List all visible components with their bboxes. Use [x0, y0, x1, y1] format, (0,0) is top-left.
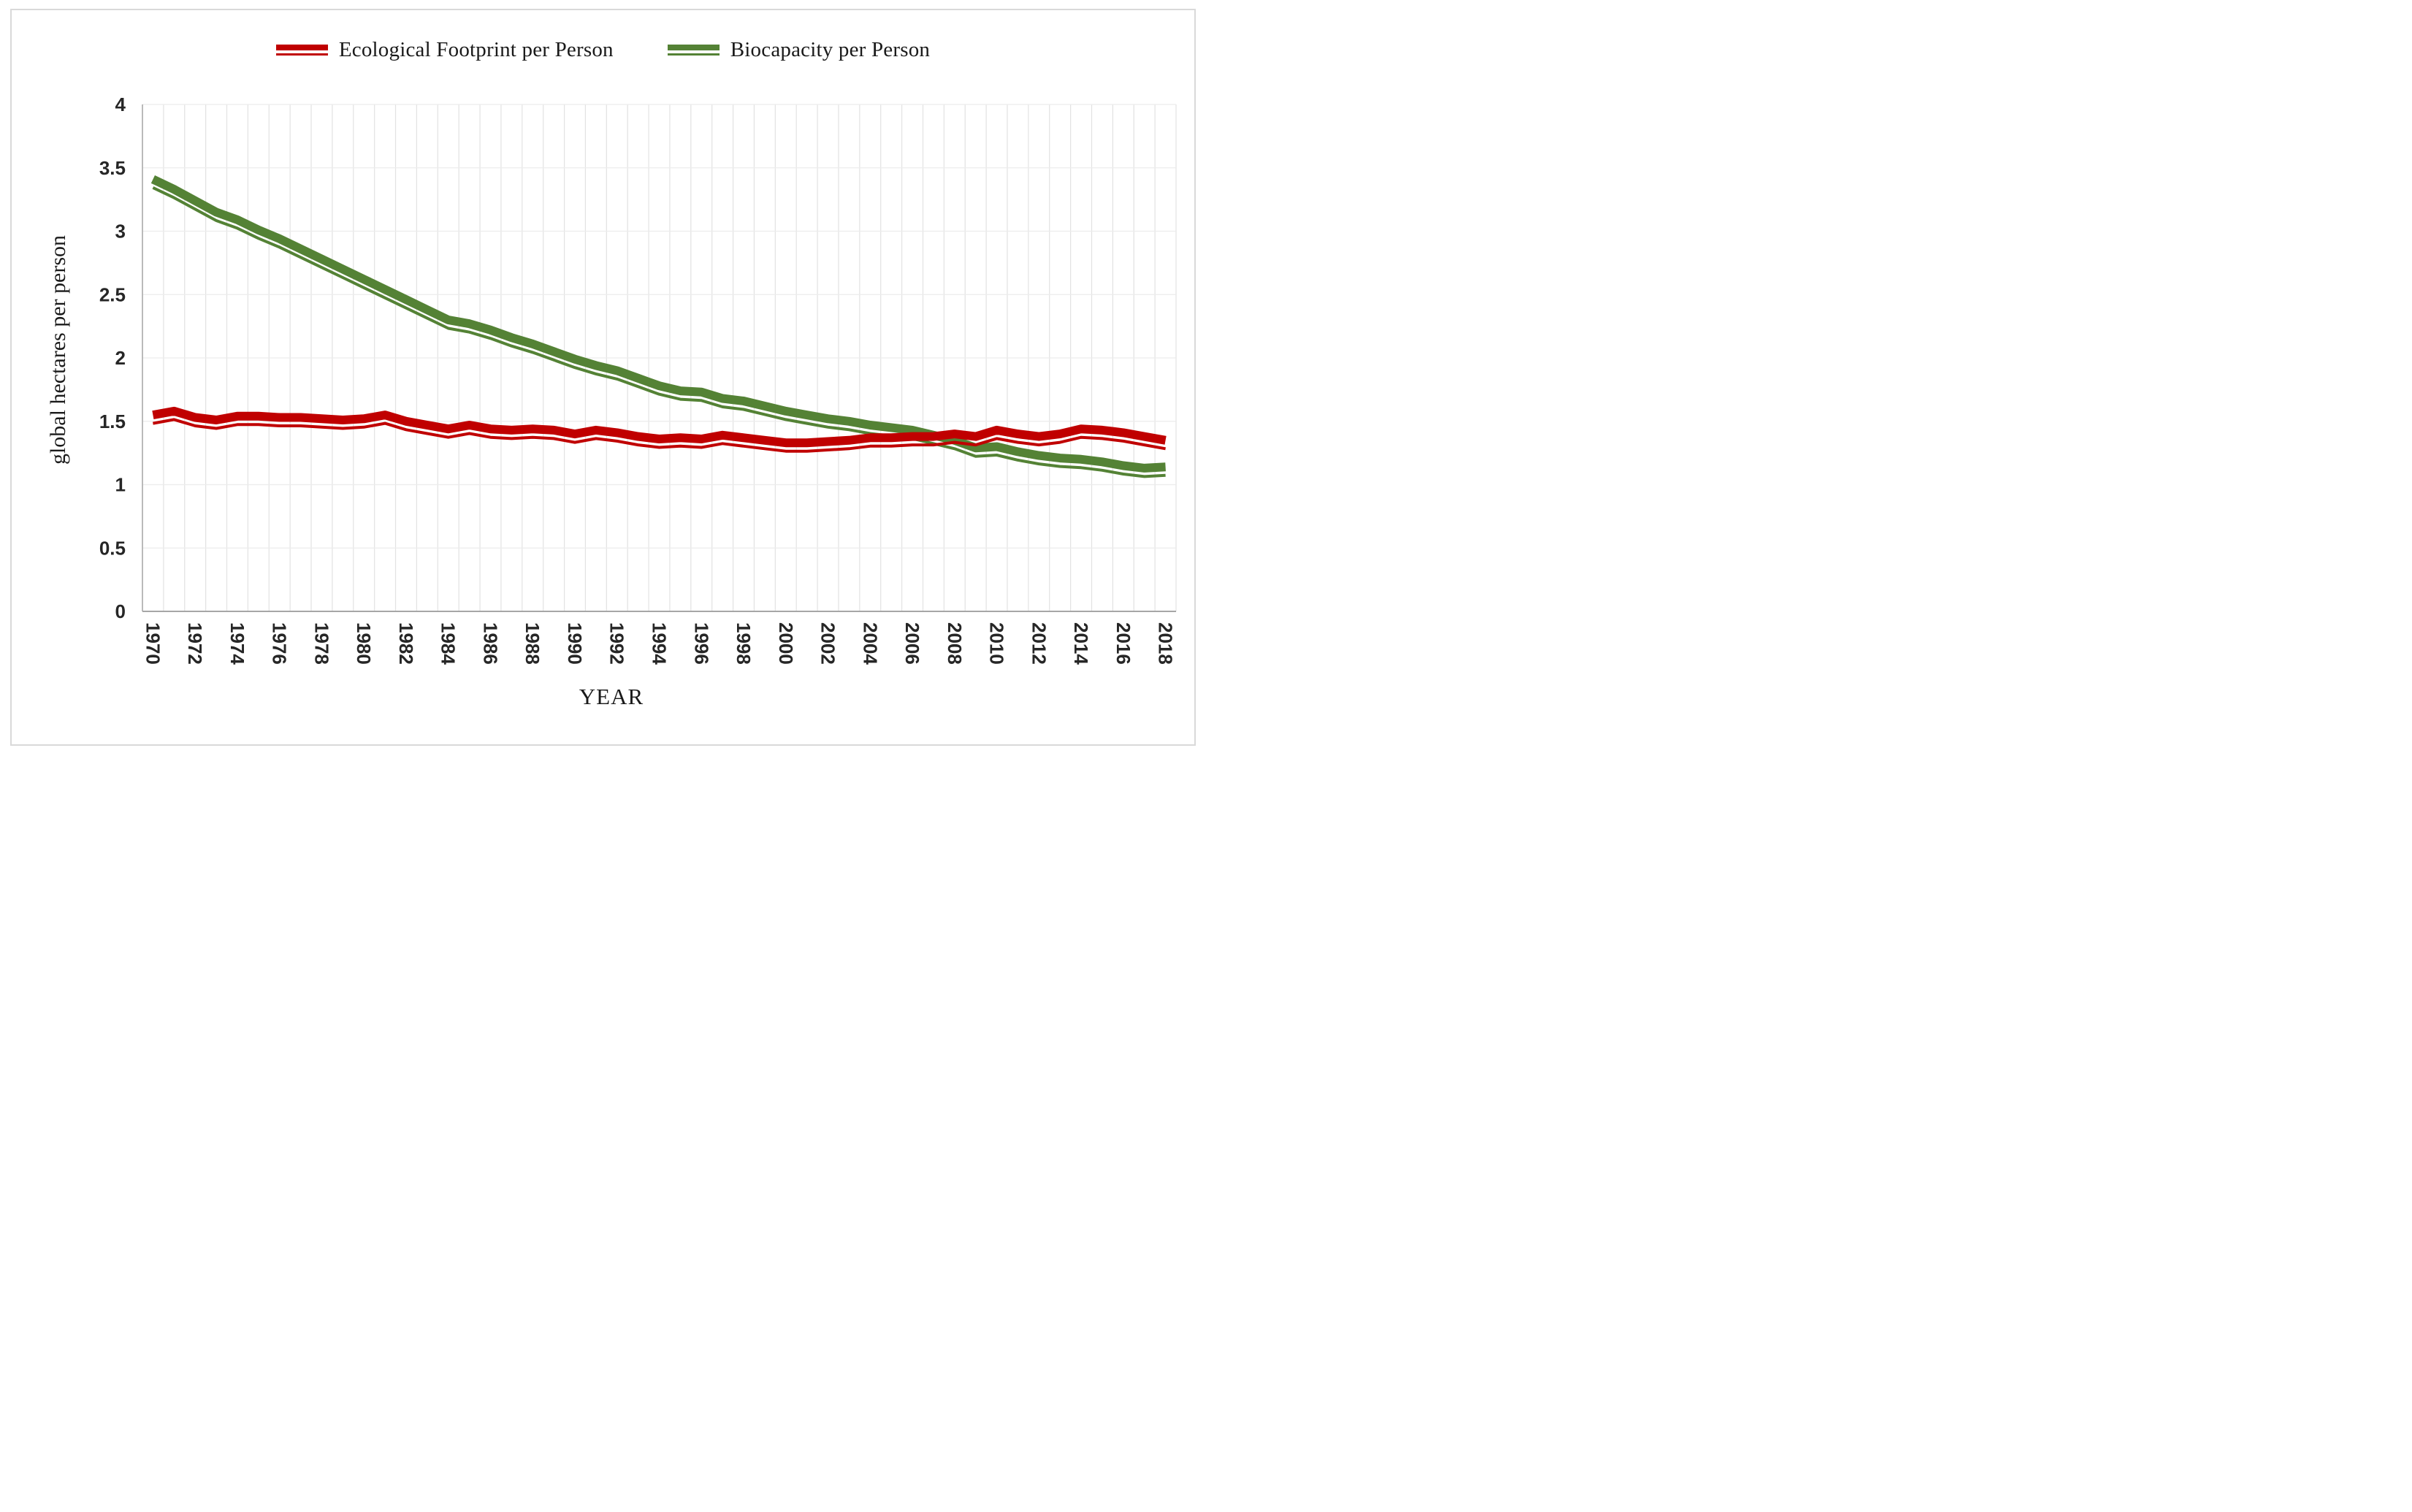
x-tick-label: 2010: [986, 622, 1008, 665]
footprint-line-thin: [153, 418, 1166, 453]
biocapacity-line-thin: [152, 186, 1166, 478]
footprint-line-thick: [152, 406, 1167, 448]
gridlines: [142, 104, 1177, 611]
biocapacity-line-swatch-icon: [667, 45, 720, 56]
x-tick-label: 1984: [438, 622, 459, 665]
x-tick-label: 1994: [649, 622, 671, 665]
y-tick-label: 1: [115, 474, 126, 496]
x-tick-label: 1970: [142, 622, 164, 665]
footprint-line-swatch-icon: [275, 45, 328, 56]
x-tick-label: 2018: [1155, 622, 1177, 665]
legend-item-biocapacity: Biocapacity per Person: [667, 38, 931, 62]
x-tick-label: 2014: [1070, 622, 1092, 665]
x-tick-label: 1986: [479, 622, 501, 665]
y-tick-label: 0.5: [99, 537, 126, 559]
x-tick-label: 1996: [690, 622, 712, 665]
x-tick-label: 2002: [817, 622, 839, 665]
x-axis-tick-labels: 1970 1972 1974 1976 1978 1980 1982 1984 1986 1988…: [142, 622, 1176, 665]
x-tick-label: 1976: [269, 622, 291, 665]
data-series: [150, 175, 1167, 478]
x-tick-label: 2012: [1028, 622, 1050, 665]
x-tick-label: 1988: [522, 622, 543, 665]
x-tick-label: 2016: [1113, 622, 1134, 665]
y-axis-tick-labels: 0 0.5 1 1.5 2 2.5 3 3.5 4: [99, 93, 126, 622]
y-tick-label: 0: [115, 600, 126, 622]
x-tick-label: 1990: [564, 622, 586, 665]
x-tick-label: 1974: [226, 622, 248, 665]
x-tick-label: 1980: [353, 622, 375, 665]
legend-item-ecological-footprint: Ecological Footprint per Person: [275, 38, 614, 62]
chart-border-frame: [10, 9, 1196, 746]
biocapacity-line-thick: [150, 175, 1166, 473]
x-tick-label: 2008: [944, 622, 966, 665]
axis-lines: [142, 104, 1176, 612]
x-tick-label: 2000: [775, 622, 797, 665]
legend: Ecological Footprint per Person Biocapac…: [0, 38, 1206, 62]
line-chart-plot: 00.511.522.533.54 1970 1972 1974 1976 1978 19…: [99, 93, 1177, 665]
y-tick-label: 4: [115, 93, 126, 115]
x-tick-label: 2004: [859, 622, 881, 665]
y-tick-label: 2.5: [99, 283, 126, 305]
x-tick-label: 1998: [733, 622, 755, 665]
y-tick-label: 3: [115, 221, 126, 243]
legend-label-ecological-footprint: Ecological Footprint per Person: [338, 38, 614, 61]
chart-page: Ecological Footprint per Person Biocapac…: [0, 0, 1206, 756]
y-tick-label: 1.5: [99, 411, 126, 432]
legend-label-biocapacity: Biocapacity per Person: [730, 38, 931, 61]
x-tick-label: 2006: [901, 622, 923, 665]
x-tick-label: 1978: [310, 622, 332, 665]
x-tick-label: 1982: [395, 622, 417, 665]
x-tick-label: 1972: [184, 622, 206, 665]
y-tick-label: 3.5: [99, 157, 126, 179]
x-axis-title: YEAR: [579, 684, 644, 709]
y-tick-label: 2: [115, 347, 126, 369]
x-tick-label: 1992: [606, 622, 628, 665]
